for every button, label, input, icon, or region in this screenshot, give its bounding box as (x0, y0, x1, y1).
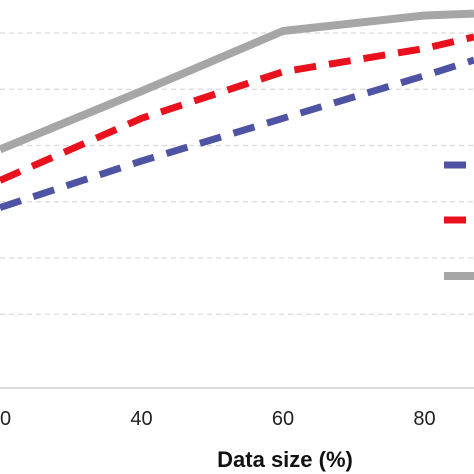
x-axis-title: Data size (%) (217, 447, 353, 472)
x-tick-labels: 20 40 60 80 (0, 408, 436, 430)
x-tick-label-1: 40 (130, 408, 152, 430)
legend (444, 161, 474, 280)
series-line-1 (0, 33, 474, 184)
series-lines (0, 9, 474, 211)
gridlines (0, 32, 474, 315)
series-line-0 (0, 9, 474, 154)
x-tick-label-3: 80 (413, 408, 435, 430)
x-tick-label-0: 20 (0, 408, 11, 430)
series-line-2 (0, 56, 474, 211)
x-tick-label-2: 60 (272, 408, 294, 430)
